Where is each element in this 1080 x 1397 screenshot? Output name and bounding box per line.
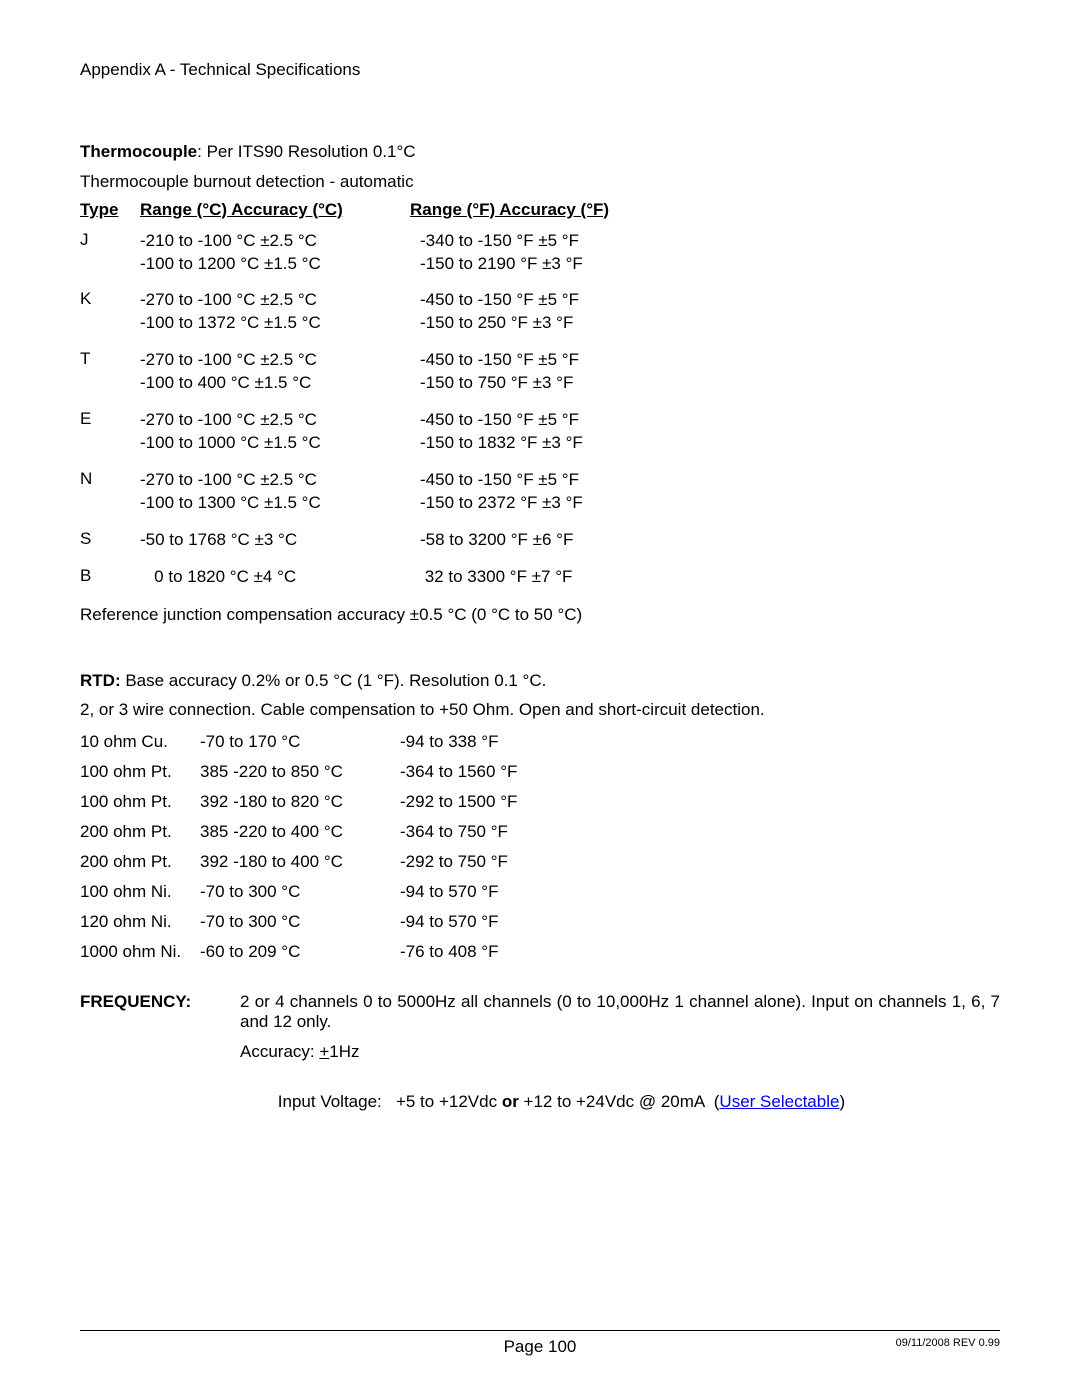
thermocouple-table-head: Type Range (°C) Accuracy (°C) Range (°F)… (80, 200, 1000, 220)
tc-type: B (80, 566, 140, 589)
rtd-range-f: -94 to 338 °F (400, 732, 600, 752)
rtd-range-c: 385 -220 to 850 °C (200, 762, 400, 782)
table-row: T-270 to -100 °C ±2.5 °C-100 to 400 °C ±… (80, 349, 1000, 395)
page-number: Page 100 (504, 1337, 577, 1357)
frequency-body: 2 or 4 channels 0 to 5000Hz all channels… (240, 992, 1000, 1142)
revision-stamp: 09/11/2008 REV 0.99 (896, 1337, 1000, 1349)
rtd-range-c: 385 -220 to 400 °C (200, 822, 400, 842)
tc-range-f: 32 to 3300 °F ±7 °F (420, 566, 690, 589)
tc-type: T (80, 349, 140, 395)
table-row: B 0 to 1820 °C ±4 °C 32 to 3300 °F ±7 °F (80, 566, 1000, 589)
tc-range-c: -50 to 1768 °C ±3 °C (140, 529, 420, 552)
frequency-label: FREQUENCY: (80, 992, 240, 1142)
rtd-range-f: -94 to 570 °F (400, 912, 600, 932)
rtd-range-c: -60 to 209 °C (200, 942, 400, 962)
tc-range-c: -210 to -100 °C ±2.5 °C-100 to 1200 °C ±… (140, 230, 420, 276)
page-footer: Page 100 09/11/2008 REV 0.99 (80, 1330, 1000, 1357)
freq-iv-bold: or (502, 1092, 519, 1111)
table-row: K-270 to -100 °C ±2.5 °C-100 to 1372 °C … (80, 289, 1000, 335)
tc-type: K (80, 289, 140, 335)
tc-type: S (80, 529, 140, 552)
freq-iv-post: ) (839, 1092, 845, 1111)
freq-accuracy-uline: + (319, 1042, 329, 1061)
thermocouple-title-bold: Thermocouple (80, 142, 197, 161)
rtd-title-rest: Base accuracy 0.2% or 0.5 °C (1 °F). Res… (121, 671, 547, 690)
table-row: N-270 to -100 °C ±2.5 °C-100 to 1300 °C … (80, 469, 1000, 515)
page-header: Appendix A - Technical Specifications (80, 60, 1000, 80)
rtd-range-f: -292 to 750 °F (400, 852, 600, 872)
frequency-line-1: 2 or 4 channels 0 to 5000Hz all channels… (240, 992, 1000, 1032)
table-row: 200 ohm Pt.385 -220 to 400 °C-364 to 750… (80, 822, 1000, 842)
rtd-range-c: 392 -180 to 820 °C (200, 792, 400, 812)
rtd-wire-note: 2, or 3 wire connection. Cable compensat… (80, 698, 1000, 722)
tc-range-f: -450 to -150 °F ±5 °F-150 to 750 °F ±3 °… (420, 349, 690, 395)
rtd-range-c: -70 to 300 °C (200, 912, 400, 932)
tc-type: J (80, 230, 140, 276)
rtd-range-c: -70 to 300 °C (200, 882, 400, 902)
rtd-type: 10 ohm Cu. (80, 732, 200, 752)
table-row: 100 ohm Ni.-70 to 300 °C-94 to 570 °F (80, 882, 1000, 902)
table-row: S-50 to 1768 °C ±3 °C-58 to 3200 °F ±6 °… (80, 529, 1000, 552)
rtd-type: 200 ohm Pt. (80, 822, 200, 842)
tc-range-c: -270 to -100 °C ±2.5 °C-100 to 1372 °C ±… (140, 289, 420, 335)
tc-range-c: -270 to -100 °C ±2.5 °C-100 to 400 °C ±1… (140, 349, 420, 395)
tc-range-f: -340 to -150 °F ±5 °F-150 to 2190 °F ±3 … (420, 230, 690, 276)
freq-iv-pre: Input Voltage: +5 to +12Vdc (278, 1092, 502, 1111)
table-row: 120 ohm Ni.-70 to 300 °C-94 to 570 °F (80, 912, 1000, 932)
rtd-type: 100 ohm Pt. (80, 792, 200, 812)
rtd-range-c: -70 to 170 °C (200, 732, 400, 752)
rtd-range-c: 392 -180 to 400 °C (200, 852, 400, 872)
rtd-range-f: -364 to 1560 °F (400, 762, 600, 782)
table-row: 200 ohm Pt.392 -180 to 400 °C-292 to 750… (80, 852, 1000, 872)
freq-accuracy-post: 1Hz (329, 1042, 359, 1061)
rtd-table: 10 ohm Cu.-70 to 170 °C-94 to 338 °F 100 … (80, 732, 1000, 962)
frequency-line-2: Accuracy: +1Hz (240, 1042, 1000, 1062)
tc-type: N (80, 469, 140, 515)
tc-range-f: -58 to 3200 °F ±6 °F (420, 529, 690, 552)
thermocouple-table: Type Range (°C) Accuracy (°C) Range (°F)… (80, 200, 1000, 589)
page: Appendix A - Technical Specifications Th… (0, 0, 1080, 1397)
tc-range-c: -270 to -100 °C ±2.5 °C-100 to 1000 °C ±… (140, 409, 420, 455)
table-row: 1000 ohm Ni.-60 to 209 °C-76 to 408 °F (80, 942, 1000, 962)
rtd-range-f: -76 to 408 °F (400, 942, 600, 962)
table-row: 100 ohm Pt.392 -180 to 820 °C-292 to 150… (80, 792, 1000, 812)
th-type: Type (80, 200, 140, 220)
user-selectable-link[interactable]: User Selectable (719, 1092, 839, 1111)
rtd-range-f: -292 to 1500 °F (400, 792, 600, 812)
rtd-title-bold: RTD: (80, 671, 121, 690)
frequency-block: FREQUENCY: 2 or 4 channels 0 to 5000Hz a… (80, 992, 1000, 1142)
thermocouple-title-rest: : Per ITS90 Resolution 0.1°C (197, 142, 415, 161)
frequency-line-3: Input Voltage: +5 to +12Vdc or +12 to +2… (240, 1072, 1000, 1132)
rtd-type: 100 ohm Pt. (80, 762, 200, 782)
rtd-title: RTD: Base accuracy 0.2% or 0.5 °C (1 °F)… (80, 669, 1000, 693)
th-range-c: Range (°C) Accuracy (°C) (140, 200, 410, 220)
thermocouple-burnout: Thermocouple burnout detection - automat… (80, 170, 1000, 194)
th-range-f: Range (°F) Accuracy (°F) (410, 200, 680, 220)
table-row: 10 ohm Cu.-70 to 170 °C-94 to 338 °F (80, 732, 1000, 752)
freq-iv-mid: +12 to +24Vdc @ 20mA ( (519, 1092, 720, 1111)
tc-range-c: 0 to 1820 °C ±4 °C (140, 566, 420, 589)
rtd-type: 1000 ohm Ni. (80, 942, 200, 962)
rtd-type: 120 ohm Ni. (80, 912, 200, 932)
thermocouple-title: Thermocouple: Per ITS90 Resolution 0.1°C (80, 140, 1000, 164)
rtd-range-f: -94 to 570 °F (400, 882, 600, 902)
tc-range-c: -270 to -100 °C ±2.5 °C-100 to 1300 °C ±… (140, 469, 420, 515)
tc-range-f: -450 to -150 °F ±5 °F-150 to 2372 °F ±3 … (420, 469, 690, 515)
tc-range-f: -450 to -150 °F ±5 °F-150 to 250 °F ±3 °… (420, 289, 690, 335)
freq-accuracy-pre: Accuracy: (240, 1042, 319, 1061)
tc-type: E (80, 409, 140, 455)
rtd-type: 200 ohm Pt. (80, 852, 200, 872)
table-row: E-270 to -100 °C ±2.5 °C-100 to 1000 °C … (80, 409, 1000, 455)
reference-junction-note: Reference junction compensation accuracy… (80, 603, 1000, 627)
rtd-range-f: -364 to 750 °F (400, 822, 600, 842)
rtd-type: 100 ohm Ni. (80, 882, 200, 902)
table-row: 100 ohm Pt.385 -220 to 850 °C-364 to 156… (80, 762, 1000, 782)
tc-range-f: -450 to -150 °F ±5 °F-150 to 1832 °F ±3 … (420, 409, 690, 455)
table-row: J-210 to -100 °C ±2.5 °C-100 to 1200 °C … (80, 230, 1000, 276)
